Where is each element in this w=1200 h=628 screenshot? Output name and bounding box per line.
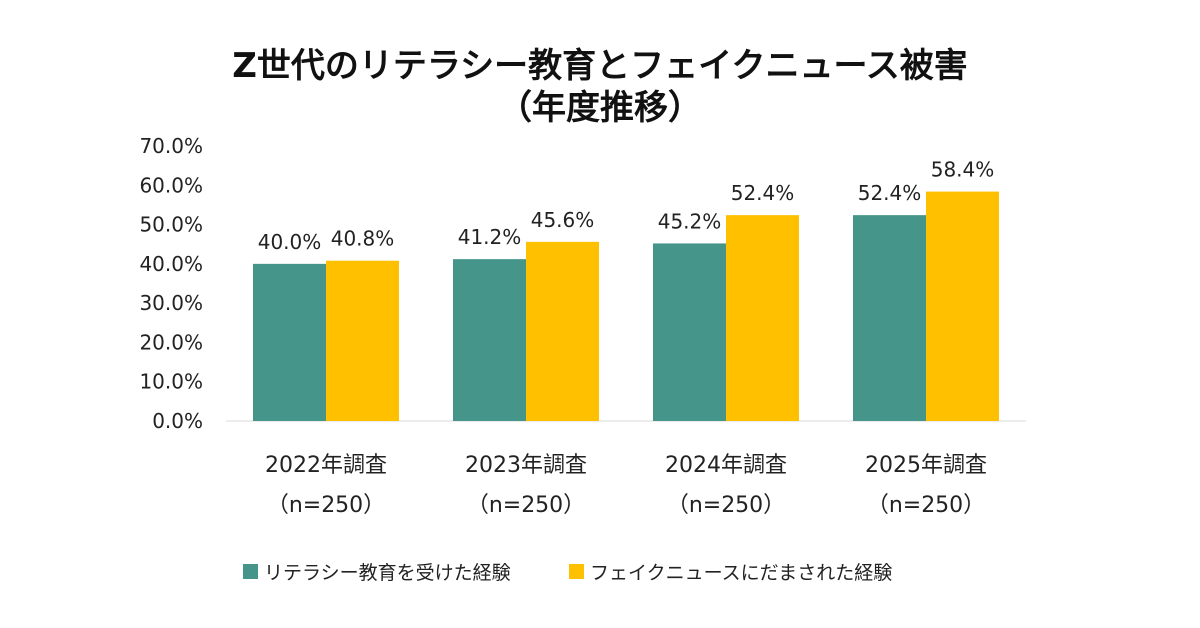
bar-fooled-by-fake-news: [926, 191, 999, 421]
y-tick-label: 20.0%: [139, 330, 203, 354]
bar-fooled-by-fake-news: [726, 215, 799, 421]
bar-fooled-by-fake-news: [326, 260, 399, 421]
x-tick-sublabel: （n=250）: [467, 493, 585, 518]
x-tick-label: 2023年調査: [465, 453, 587, 478]
chart-title-line-1: Z世代のリテラシー教育とフェイクニュース被害: [232, 46, 968, 86]
bar-literacy-education: [853, 215, 926, 421]
x-tick-label: 2025年調査: [865, 453, 987, 478]
data-label: 41.2%: [458, 225, 522, 249]
y-tick-label: 0.0%: [152, 409, 203, 433]
x-tick-sublabel: （n=250）: [267, 493, 385, 518]
chart-title-line-2: （年度推移）: [498, 88, 702, 128]
data-label: 45.6%: [531, 208, 595, 232]
bar-literacy-education: [253, 263, 326, 421]
data-label: 58.4%: [931, 158, 995, 182]
y-tick-label: 60.0%: [139, 173, 203, 197]
legend-swatch: [569, 564, 584, 579]
y-tick-label: 10.0%: [139, 370, 203, 394]
legend-label: フェイクニュースにだまされた経験: [590, 562, 892, 584]
y-tick-label: 70.0%: [139, 134, 203, 158]
y-tick-label: 50.0%: [139, 213, 203, 237]
x-tick-label: 2022年調査: [265, 453, 387, 478]
y-tick-label: 30.0%: [139, 291, 203, 315]
data-label: 40.0%: [258, 230, 322, 254]
x-tick-label: 2024年調査: [665, 453, 787, 478]
bar-fooled-by-fake-news: [526, 241, 599, 421]
data-label: 52.4%: [731, 181, 795, 205]
data-label: 52.4%: [858, 181, 922, 205]
bar-literacy-education: [653, 243, 726, 421]
bar-literacy-education: [453, 259, 526, 421]
x-tick-sublabel: （n=250）: [667, 493, 785, 518]
y-tick-label: 40.0%: [139, 252, 203, 276]
legend-swatch: [243, 564, 258, 579]
x-tick-sublabel: （n=250）: [867, 493, 985, 518]
data-label: 40.8%: [331, 227, 395, 251]
data-label: 45.2%: [658, 209, 722, 233]
legend-label: リテラシー教育を受けた経験: [264, 562, 511, 584]
